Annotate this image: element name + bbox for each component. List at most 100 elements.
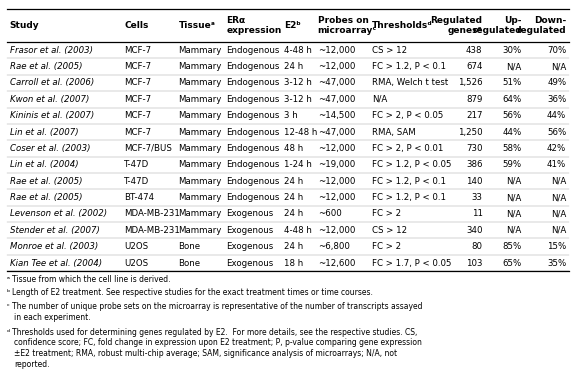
- Text: 1-24 h: 1-24 h: [284, 160, 312, 169]
- Text: Mammary: Mammary: [179, 111, 222, 120]
- Text: The number of unique probe sets on the microarray is representative of the numbe: The number of unique probe sets on the m…: [12, 302, 422, 311]
- Text: 64%: 64%: [502, 95, 522, 104]
- Text: 438: 438: [466, 46, 483, 55]
- Text: Rae et al. (2005): Rae et al. (2005): [10, 193, 82, 202]
- Text: MDA-MB-231: MDA-MB-231: [124, 226, 180, 235]
- Text: Kwon et al. (2007): Kwon et al. (2007): [10, 95, 89, 104]
- Text: ~12,000: ~12,000: [318, 226, 355, 235]
- Text: BT-474: BT-474: [124, 193, 154, 202]
- Text: in each experiment.: in each experiment.: [14, 313, 91, 322]
- Text: Mammary: Mammary: [179, 209, 222, 218]
- Text: Rae et al. (2005): Rae et al. (2005): [10, 177, 82, 186]
- Text: 30%: 30%: [502, 46, 522, 55]
- Text: FC > 1.2, P < 0.1: FC > 1.2, P < 0.1: [372, 62, 446, 71]
- Text: U2OS: U2OS: [124, 259, 148, 267]
- Text: Kian Tee et al. (2004): Kian Tee et al. (2004): [10, 259, 102, 267]
- Text: FC > 2, P < 0.01: FC > 2, P < 0.01: [372, 144, 444, 153]
- Text: FC > 2, P < 0.05: FC > 2, P < 0.05: [372, 111, 444, 120]
- Text: Mammary: Mammary: [179, 177, 222, 186]
- Text: 217: 217: [466, 111, 483, 120]
- Text: FC > 1.7, P < 0.05: FC > 1.7, P < 0.05: [372, 259, 452, 267]
- Text: N/A: N/A: [372, 95, 387, 104]
- Text: MCF-7/BUS: MCF-7/BUS: [124, 144, 172, 153]
- Text: RMA, Welch t test: RMA, Welch t test: [372, 78, 448, 87]
- Text: Monroe et al. (2003): Monroe et al. (2003): [10, 242, 98, 251]
- Text: Endogenous: Endogenous: [226, 46, 279, 55]
- Text: U2OS: U2OS: [124, 242, 148, 251]
- Text: 56%: 56%: [502, 111, 522, 120]
- Text: Mammary: Mammary: [179, 160, 222, 169]
- Text: Regulated
genesᵉ: Regulated genesᵉ: [430, 16, 483, 35]
- Text: ~6,800: ~6,800: [318, 242, 350, 251]
- Text: Mammary: Mammary: [179, 78, 222, 87]
- Text: ~12,000: ~12,000: [318, 144, 355, 153]
- Text: MCF-7: MCF-7: [124, 95, 151, 104]
- Text: Endogenous: Endogenous: [226, 78, 279, 87]
- Text: N/A: N/A: [506, 177, 522, 186]
- Text: FC > 1.2, P < 0.1: FC > 1.2, P < 0.1: [372, 177, 446, 186]
- Text: Endogenous: Endogenous: [226, 144, 279, 153]
- Text: ~12,000: ~12,000: [318, 62, 355, 71]
- Text: 42%: 42%: [547, 144, 566, 153]
- Text: CS > 12: CS > 12: [372, 226, 407, 235]
- Text: 1,526: 1,526: [458, 78, 483, 87]
- Text: ~47,000: ~47,000: [318, 78, 355, 87]
- Text: Mammary: Mammary: [179, 144, 222, 153]
- Text: 11: 11: [472, 209, 483, 218]
- Text: Up-
regulated: Up- regulated: [472, 16, 522, 35]
- Text: Carroll et al. (2006): Carroll et al. (2006): [10, 78, 94, 87]
- Text: MDA-MB-231: MDA-MB-231: [124, 209, 180, 218]
- Text: N/A: N/A: [506, 226, 522, 235]
- Text: RMA, SAM: RMA, SAM: [372, 128, 416, 137]
- Text: 12-48 h: 12-48 h: [284, 128, 317, 137]
- Text: N/A: N/A: [506, 209, 522, 218]
- Text: Mammary: Mammary: [179, 95, 222, 104]
- Text: 140: 140: [466, 177, 483, 186]
- Text: Length of E2 treatment. See respective studies for the exact treatment times or : Length of E2 treatment. See respective s…: [12, 288, 373, 298]
- Text: ᶜ: ᶜ: [7, 302, 10, 311]
- Text: 15%: 15%: [547, 242, 566, 251]
- Text: ~14,500: ~14,500: [318, 111, 355, 120]
- Text: Thresholds used for determining genes regulated by E2.  For more details, see th: Thresholds used for determining genes re…: [12, 327, 417, 337]
- Text: Endogenous: Endogenous: [226, 95, 279, 104]
- Text: 59%: 59%: [503, 160, 522, 169]
- Text: Study: Study: [10, 21, 39, 30]
- Text: 3-12 h: 3-12 h: [284, 95, 312, 104]
- Text: Kininis et al. (2007): Kininis et al. (2007): [10, 111, 94, 120]
- Text: Thresholdsᵈ: Thresholdsᵈ: [372, 21, 433, 30]
- Text: N/A: N/A: [551, 193, 566, 202]
- Text: 4-48 h: 4-48 h: [284, 226, 312, 235]
- Text: 24 h: 24 h: [284, 177, 303, 186]
- Text: 386: 386: [466, 160, 483, 169]
- Text: ±E2 treatment; RMA, robust multi-chip average; SAM, significance analysis of mic: ±E2 treatment; RMA, robust multi-chip av…: [14, 349, 397, 358]
- Text: 103: 103: [466, 259, 483, 267]
- Text: 1,250: 1,250: [458, 128, 483, 137]
- Text: confidence score; FC, fold change in expression upon E2 treatment; P, p-value co: confidence score; FC, fold change in exp…: [14, 339, 422, 347]
- Text: Rae et al. (2005): Rae et al. (2005): [10, 62, 82, 71]
- Text: 674: 674: [466, 62, 483, 71]
- Text: Tissue from which the cell line is derived.: Tissue from which the cell line is deriv…: [12, 275, 170, 284]
- Text: Frasor et al. (2003): Frasor et al. (2003): [10, 46, 93, 55]
- Text: Bone: Bone: [179, 259, 200, 267]
- Text: 56%: 56%: [547, 128, 566, 137]
- Text: 24 h: 24 h: [284, 242, 303, 251]
- Text: Mammary: Mammary: [179, 46, 222, 55]
- Text: T-47D: T-47D: [124, 160, 149, 169]
- Text: 730: 730: [466, 144, 483, 153]
- Text: 879: 879: [466, 95, 483, 104]
- Text: Exogenous: Exogenous: [226, 242, 274, 251]
- Text: N/A: N/A: [551, 62, 566, 71]
- Text: Endogenous: Endogenous: [226, 160, 279, 169]
- Text: ᵃ: ᵃ: [7, 275, 10, 284]
- Text: FC > 2: FC > 2: [372, 209, 401, 218]
- Text: ERα
expression: ERα expression: [226, 16, 282, 35]
- Text: T-47D: T-47D: [124, 177, 149, 186]
- Text: Stender et al. (2007): Stender et al. (2007): [10, 226, 100, 235]
- Text: 35%: 35%: [547, 259, 566, 267]
- Text: 41%: 41%: [547, 160, 566, 169]
- Text: Lin et al. (2004): Lin et al. (2004): [10, 160, 78, 169]
- Text: 49%: 49%: [547, 78, 566, 87]
- Text: N/A: N/A: [506, 62, 522, 71]
- Text: Mammary: Mammary: [179, 226, 222, 235]
- Text: 3 h: 3 h: [284, 111, 297, 120]
